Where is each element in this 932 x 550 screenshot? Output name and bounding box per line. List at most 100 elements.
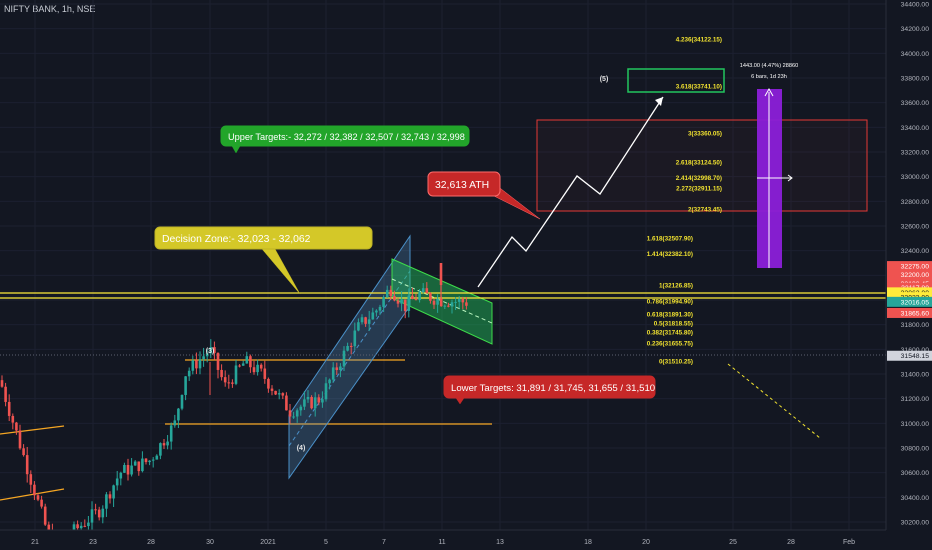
candle-body — [407, 295, 411, 311]
candle-body — [205, 353, 209, 357]
price-tick: 31000.00 — [901, 421, 930, 428]
trend-line — [0, 488, 65, 501]
channel-mid — [391, 278, 493, 324]
candle-body — [43, 506, 47, 525]
price-tick: 33000.00 — [901, 174, 930, 181]
candle-body — [259, 364, 263, 369]
candle-body — [155, 455, 159, 460]
candle-body — [245, 356, 249, 364]
candle-body — [396, 300, 400, 304]
time-tick: 21 — [31, 539, 39, 546]
candle-body — [385, 289, 389, 298]
candle-body — [421, 288, 425, 293]
time-tick: 20 — [642, 539, 650, 546]
price-tick: 33400.00 — [901, 125, 930, 132]
candle-body — [299, 406, 303, 411]
trend-line — [0, 425, 65, 435]
candle-body — [234, 365, 238, 384]
candle-body — [25, 455, 29, 475]
price-label-bg — [887, 269, 932, 280]
fib-level-label: 2.618(33124.50) — [676, 159, 722, 166]
candle-body — [375, 310, 378, 313]
candle-body — [447, 305, 450, 307]
candle-body — [238, 365, 241, 367]
candle-body — [151, 459, 155, 461]
candle-body — [335, 367, 339, 371]
price-label: 32200.00 — [901, 272, 930, 279]
candle-body — [389, 289, 393, 297]
time-tick: 2021 — [260, 539, 276, 546]
measure-tick-arrow — [787, 174, 793, 182]
price-label-bg — [887, 261, 932, 272]
price-tick: 33800.00 — [901, 76, 930, 83]
candle-body — [339, 366, 342, 371]
candle-body — [461, 299, 465, 303]
candle-body — [281, 393, 285, 396]
candle-body — [177, 408, 180, 421]
time-tick: 30 — [206, 539, 214, 546]
candle-body — [346, 345, 349, 351]
chart-title: NIFTY BANK, 1h, NSE — [4, 4, 96, 14]
candle-body — [180, 394, 184, 409]
candle-body — [166, 441, 169, 446]
fib-level-label: 1.618(32507.90) — [647, 235, 693, 242]
candle-body — [133, 461, 137, 466]
candle-body — [285, 395, 288, 411]
candle-body — [267, 378, 270, 389]
ath-callout-box — [427, 171, 501, 197]
price-tick: 31400.00 — [901, 372, 930, 379]
candle-body — [457, 299, 461, 302]
fib-level-label: 2.272(32911.15) — [676, 186, 722, 193]
fib-level-label: 0.786(31994.90) — [647, 299, 693, 306]
candle-body — [227, 382, 231, 384]
candle-body — [18, 430, 22, 449]
candle-body — [328, 379, 331, 384]
fib-level-label: 3(33360.05) — [688, 130, 722, 137]
lower-targets-callout-tail — [455, 397, 465, 405]
candle-body — [97, 509, 101, 518]
candle-body — [439, 263, 443, 285]
candle-body — [378, 306, 382, 311]
price-label: 31548.15 — [901, 353, 930, 360]
candle-body — [15, 422, 18, 431]
price-tick: 33200.00 — [901, 150, 930, 157]
candle-body — [141, 458, 144, 472]
wave-label-3: (3) — [206, 348, 215, 355]
measure-arrow — [764, 87, 774, 97]
candle-body — [87, 522, 90, 527]
candle-body — [159, 443, 162, 456]
ath-callout-text: 32,613 ATH — [435, 180, 489, 191]
time-tick: Feb — [843, 539, 855, 546]
price-tick: 30400.00 — [901, 495, 930, 502]
candle-body — [202, 356, 205, 360]
candle-body — [288, 410, 292, 417]
candle-body — [249, 356, 252, 368]
candle-body — [436, 298, 439, 305]
time-tick: 18 — [584, 539, 592, 546]
wave-label-5: (5) — [600, 76, 609, 83]
candle-body — [263, 368, 267, 379]
upper-targets-callout: Upper Targets:- 32,272 / 32,382 / 32,507… — [220, 125, 470, 154]
fib-level-label: 1.414(32382.10) — [647, 251, 693, 258]
price-label-bg — [887, 350, 932, 361]
price-tick: 30200.00 — [901, 520, 930, 527]
candle-body — [115, 478, 119, 486]
candle-body — [7, 401, 11, 416]
upper-targets-callout-box — [220, 125, 470, 147]
time-tick: 28 — [787, 539, 795, 546]
candle-body — [130, 465, 133, 475]
candle-body — [216, 352, 220, 370]
candle-body — [295, 410, 299, 417]
candle-body — [198, 359, 202, 369]
candle-body — [371, 312, 375, 320]
candle-body — [252, 367, 256, 373]
price-tick: 34400.00 — [901, 2, 930, 9]
candle-body — [313, 397, 317, 409]
candle-body — [331, 367, 335, 380]
price-tick: 30800.00 — [901, 446, 930, 453]
projection-arrow — [655, 97, 663, 106]
candle-body — [173, 420, 177, 426]
price-tick: 32800.00 — [901, 199, 930, 206]
candle-body — [403, 299, 407, 311]
